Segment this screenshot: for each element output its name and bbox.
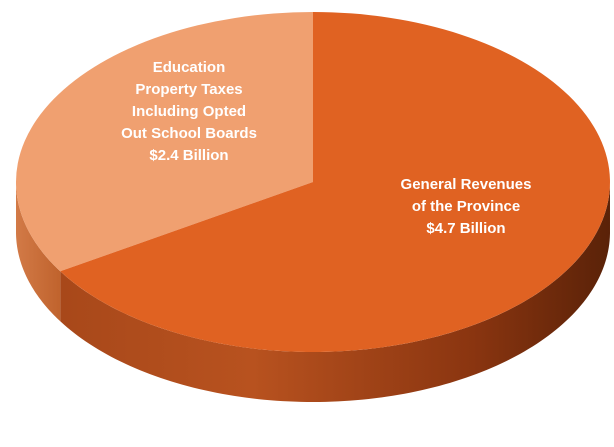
pie-slice-1 (15, 12, 314, 272)
pie-side-group (16, 182, 610, 402)
slice-label-line: $2.4 Billion (149, 147, 228, 164)
slice-label-line: Out School Boards (121, 125, 257, 142)
pie-side-2 (60, 183, 610, 402)
slice-label-line: Education (153, 59, 226, 76)
pie-side-1 (16, 182, 61, 322)
slice-label-line: $4.7 Billion (426, 220, 505, 237)
pie-top-group (15, 12, 610, 353)
slice-label-line: General Revenues (401, 176, 532, 193)
slice-label-2: General Revenues of the Province $4.7 Bill… (401, 176, 532, 237)
slice-label-1: Education Property Taxes Including Opted Ou… (121, 59, 257, 164)
pie-label-group: Education Property Taxes Including Opted Ou… (121, 59, 531, 237)
slice-label-line: Property Taxes (135, 81, 242, 98)
slice-label-line: of the Province (412, 198, 520, 215)
pie-slice-2 (60, 12, 610, 353)
slice-label-line: Including Opted (132, 103, 246, 120)
